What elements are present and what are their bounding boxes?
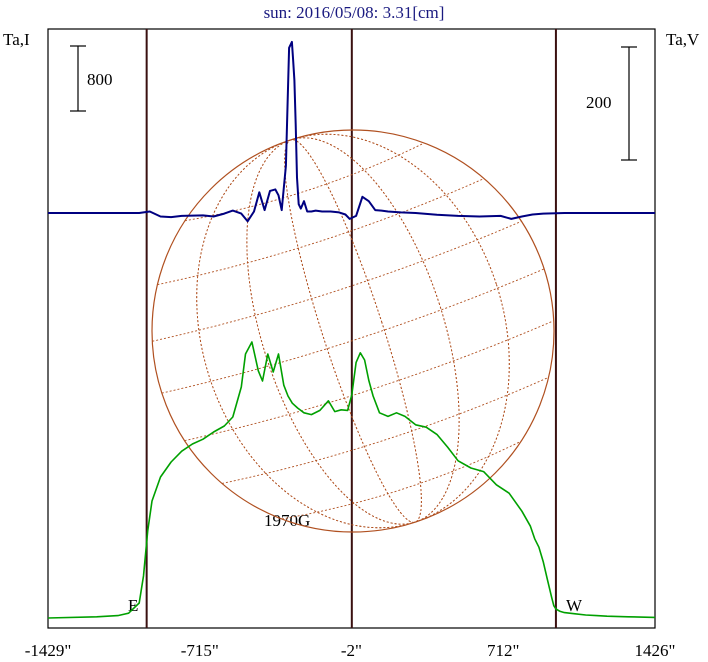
left-scale-bar-label: 800	[87, 70, 113, 89]
x-tick-label: -1429"	[25, 641, 72, 660]
series-intensity-line	[47, 341, 656, 619]
right-scale-bar-label: 200	[586, 93, 612, 112]
sun-grid	[152, 133, 554, 529]
left-axis-label: Ta,I	[3, 30, 30, 49]
right-axis-label: Ta,V	[666, 30, 700, 49]
east-limb-label: E	[128, 596, 139, 615]
series-polarization-line	[48, 40, 655, 223]
sun-disk-outline	[151, 129, 555, 533]
x-tick-label: 712"	[487, 641, 519, 660]
chart-title: sun: 2016/05/08: 3.31[cm]	[263, 3, 445, 22]
x-tick-label: -2"	[341, 641, 362, 660]
west-limb-label: W	[566, 596, 583, 615]
x-tick-label: 1426"	[635, 641, 676, 660]
x-tick-label: -715"	[181, 641, 219, 660]
